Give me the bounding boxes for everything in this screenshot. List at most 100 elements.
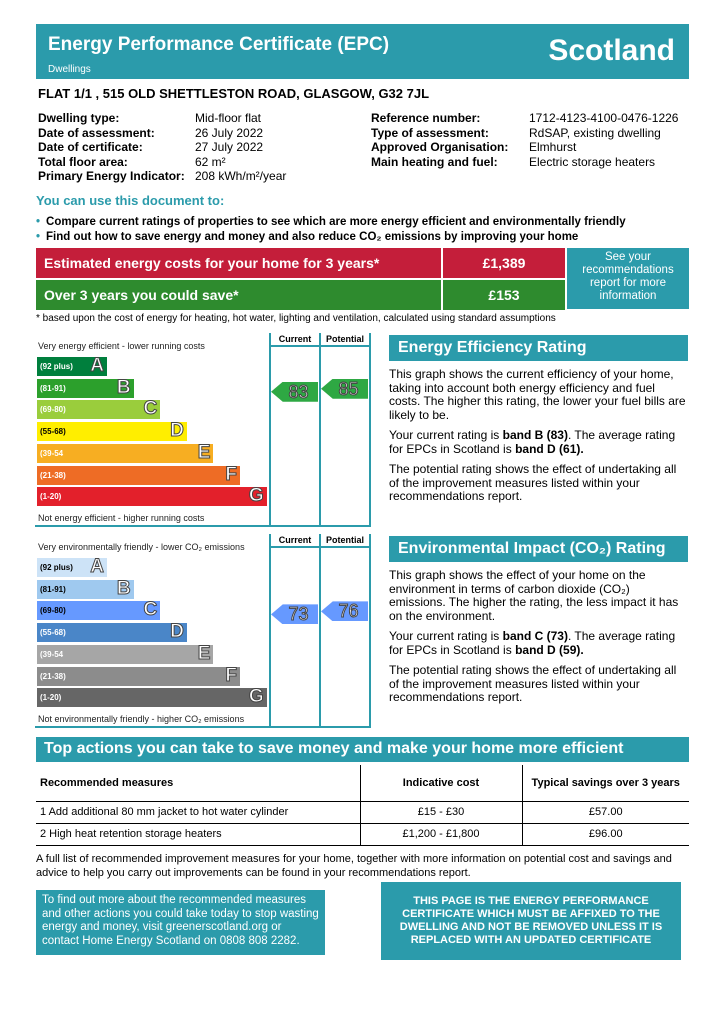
band-d: (55-68) D	[37, 621, 187, 643]
detail-label: Reference number:	[371, 111, 481, 125]
eer-paragraph: Your current rating is band B (83). The …	[389, 428, 676, 456]
band-range: (55-68)	[40, 427, 66, 437]
detail-row: Dwelling type: Mid-floor flat	[38, 111, 286, 126]
bullet-list: • Compare current ratings of properties t…	[36, 215, 696, 244]
detail-value: 208 kWh/m²/year	[195, 169, 287, 183]
detail-row: Main heating and fuel: Electric storage h…	[371, 155, 678, 170]
band-range: (92 plus)	[40, 563, 73, 572]
band-range: (39-54	[40, 448, 64, 458]
band-letter: F	[225, 664, 238, 686]
divider	[319, 333, 321, 525]
current-rating-arrow: 83	[271, 381, 318, 402]
savings-label: Over 3 years you could save*	[36, 280, 441, 310]
detail-row: Reference number: 1712-4123-4100-0476-122…	[371, 111, 678, 126]
detail-value: RdSAP, existing dwelling	[529, 125, 661, 140]
band-letter: B	[116, 577, 131, 599]
current-header: Current	[278, 334, 312, 344]
details-right: Reference number: 1712-4123-4100-0476-122…	[371, 111, 678, 169]
notice-box: THIS PAGE IS THE ENERGY PERFORMANCE CERT…	[381, 882, 681, 960]
estimated-cost-label: Estimated energy costs for your home for…	[36, 248, 441, 278]
band-b: (81-91) B	[37, 577, 134, 599]
detail-row: Date of assessment: 26 July 2022	[38, 126, 286, 141]
detail-value: 27 July 2022	[195, 140, 264, 154]
page-subtitle: Dwellings	[48, 64, 91, 75]
band-a: (92 plus) A	[37, 556, 107, 578]
use-heading: You can use this document to:	[36, 193, 225, 208]
detail-row: Approved Organisation: Elmhurst	[371, 140, 678, 155]
band-letter: B	[116, 376, 131, 398]
top-actions-title: Top actions you can take to save money a…	[36, 737, 689, 762]
recommendations-link[interactable]: See your recommendations report for more…	[567, 248, 689, 309]
cost-cell: £1,200 - £1,800	[359, 823, 522, 846]
band-f: (21-38) F	[37, 463, 240, 485]
band-letter: C	[143, 398, 158, 420]
table-row: 2 High heat retention storage heaters £1…	[36, 823, 689, 846]
table-header-row: Recommended measures Indicative cost Typ…	[36, 765, 689, 802]
band-letter: G	[248, 485, 264, 507]
eir-paragraph: This graph shows the effect of your home…	[389, 568, 679, 623]
band-range: (81-91)	[40, 383, 66, 393]
eer-paragraph: The potential rating shows the effect of…	[389, 462, 677, 503]
column-header: Recommended measures	[36, 765, 360, 802]
divider	[269, 534, 271, 726]
band-g: (1-20) G	[37, 485, 267, 507]
recommendations-note: A full list of recommended improvement m…	[36, 853, 672, 879]
detail-label: Total floor area:	[38, 154, 128, 169]
detail-label: Date of assessment:	[38, 125, 155, 140]
potential-rating-arrow: 76	[321, 601, 368, 622]
property-address: FLAT 1/1 , 515 OLD SHETTLESTON ROAD, GLA…	[38, 86, 430, 101]
divider	[369, 333, 371, 525]
band-letter: F	[225, 463, 238, 485]
environmental-impact-title: Environmental Impact (CO₂) Rating	[389, 536, 688, 562]
table-row: 1 Add additional 80 mm jacket to hot wat…	[36, 801, 689, 824]
divider	[270, 546, 371, 548]
band-letter: E	[197, 642, 211, 664]
bullet-item: • Find out how to save energy and money a…	[36, 230, 579, 243]
header-banner: Energy Performance Certificate (EPC) Dwe…	[36, 24, 689, 79]
band-range: (55-68)	[40, 628, 66, 638]
savings-cell: £96.00	[521, 823, 689, 846]
region-label: Scotland	[548, 34, 675, 67]
band-range: (69-80)	[40, 405, 66, 415]
divider	[369, 534, 371, 726]
band-letter: G	[248, 686, 264, 708]
detail-value: Mid-floor flat	[195, 111, 262, 125]
band-letter: A	[90, 355, 105, 377]
detail-value: 1712-4123-4100-0476-1226	[529, 111, 679, 125]
detail-row: Total floor area: 62 m²	[38, 155, 286, 170]
chart-top-caption: Very environmentally friendly - lower CO…	[38, 542, 245, 552]
chart-top-caption: Very energy efficient - lower running co…	[38, 341, 205, 351]
detail-label: Approved Organisation:	[371, 140, 509, 154]
bullet-text: Find out how to save energy and money an…	[46, 230, 579, 243]
cost-footnote: * based upon the cost of energy for heat…	[36, 313, 556, 324]
band-letter: A	[90, 556, 105, 578]
chart-bottom-caption: Not environmentally friendly - higher CO…	[38, 714, 245, 724]
detail-label: Primary Energy Indicator:	[38, 169, 185, 183]
band-letter: D	[170, 621, 185, 643]
info-box: To find out more about the recommended m…	[36, 890, 325, 955]
detail-row: Type of assessment: RdSAP, existing dwell…	[371, 126, 678, 141]
detail-row: Date of certificate: 27 July 2022	[38, 140, 286, 155]
divider	[270, 345, 371, 347]
estimated-cost-value: £1,389	[443, 248, 565, 278]
band-range: (21-38)	[40, 470, 66, 480]
details-left: Dwelling type: Mid-floor flat Date of asse…	[38, 111, 286, 184]
energy-efficiency-chart: Very energy efficient - lower running co…	[35, 333, 371, 527]
bullet-item: • Compare current ratings of properties t…	[36, 216, 626, 228]
band-a: (92 plus) A	[37, 355, 107, 377]
savings-value: £153	[443, 280, 565, 310]
chart-bottom-caption: Not energy efficient - higher running co…	[38, 513, 205, 523]
band-b: (81-91) B	[37, 376, 134, 398]
detail-label: Dwelling type:	[38, 111, 120, 125]
potential-rating-arrow: 85	[321, 378, 368, 399]
environmental-impact-chart: Very environmentally friendly - lower CO…	[35, 534, 371, 728]
divider	[269, 333, 271, 525]
eer-paragraph: This graph shows the current efficiency …	[389, 367, 686, 422]
band-letter: D	[170, 420, 185, 442]
column-header: Indicative cost	[359, 765, 522, 802]
band-e: (39-54 E	[37, 441, 214, 463]
detail-value: Elmhurst	[529, 140, 577, 154]
band-e: (39-54 E	[37, 642, 214, 664]
current-header: Current	[278, 535, 312, 545]
detail-row: Primary Energy Indicator: 208 kWh/m²/year	[38, 169, 286, 184]
